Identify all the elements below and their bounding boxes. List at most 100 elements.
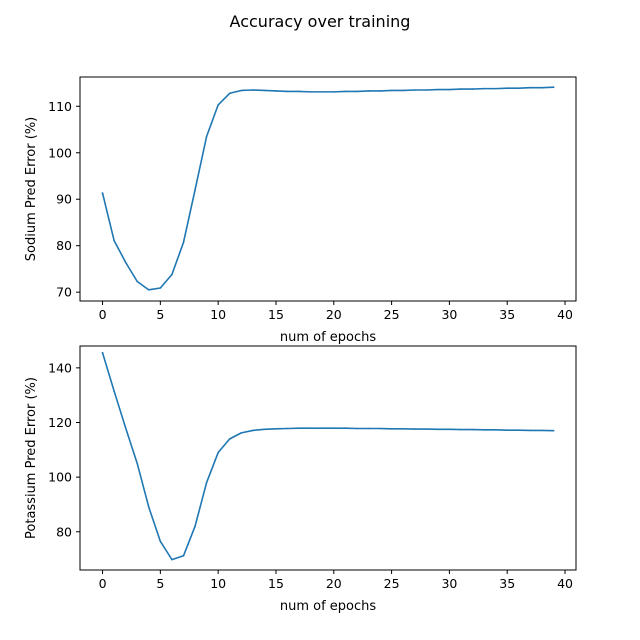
sodium-data-point — [517, 87, 520, 89]
sodium-data-point — [228, 92, 231, 95]
sodium-data-point — [344, 90, 347, 93]
potassium-x-tick-label: 20 — [326, 576, 342, 591]
potassium-y-tick-label: 120 — [48, 415, 72, 430]
potassium-data-point — [101, 352, 104, 354]
sodium-y-tick-label: 110 — [48, 99, 72, 114]
potassium-data-point — [506, 429, 509, 431]
sodium-data-point — [494, 87, 497, 90]
sodium-data-point — [124, 261, 127, 264]
potassium-data-point — [113, 390, 115, 392]
potassium-data-point — [205, 481, 208, 484]
sodium-data-point — [437, 88, 439, 91]
sodium-y-axis-label: Sodium Pred Error (%) — [24, 117, 39, 261]
potassium-data-point — [321, 427, 324, 430]
potassium-data-point — [541, 429, 543, 432]
sodium-data-point — [275, 90, 277, 92]
sodium-x-tick-label: 25 — [384, 307, 400, 322]
sodium-data-point — [171, 273, 173, 276]
potassium-data-point — [217, 451, 219, 454]
sodium-y-tick-label: 80 — [56, 238, 72, 253]
potassium-data-point — [171, 558, 173, 561]
figure-title: Accuracy over training — [230, 12, 411, 31]
sodium-data-point — [321, 91, 324, 93]
potassium-data-point — [471, 428, 474, 431]
sodium-data-point — [159, 287, 162, 289]
sodium-data-point — [136, 280, 139, 283]
potassium-x-tick-label: 25 — [384, 576, 400, 591]
potassium-plot: 0 5 10 15 20 25 30 35 40 80 100 120 140 num of epochs… — [24, 345, 577, 614]
sodium-data-point — [205, 135, 208, 138]
sodium-x-tick-label: 35 — [499, 307, 515, 322]
sodium-data-point — [240, 89, 243, 92]
sodium-y-tick-label: 90 — [56, 192, 72, 207]
potassium-data-point — [194, 525, 196, 528]
potassium-x-tick-label: 35 — [499, 576, 515, 591]
sodium-x-tick-label: 20 — [326, 307, 342, 322]
sodium-data-point — [263, 89, 266, 92]
sodium-data-point — [541, 86, 543, 89]
sodium-data-point — [182, 241, 185, 244]
sodium-data-point — [332, 91, 335, 93]
sodium-data-point — [552, 86, 555, 89]
sodium-data-point — [356, 90, 358, 93]
sodium-data-point — [413, 89, 416, 91]
sodium-data-point — [147, 289, 150, 291]
sodium-data-point — [425, 89, 428, 91]
potassium-series-line — [101, 351, 555, 561]
potassium-data-point — [286, 427, 289, 430]
potassium-data-point — [309, 427, 312, 430]
potassium-data-point — [413, 428, 416, 430]
potassium-data-point — [402, 427, 404, 430]
sodium-data-point — [101, 192, 104, 194]
potassium-y-tick-label: 100 — [48, 470, 72, 485]
sodium-y-tick-label: 70 — [56, 285, 72, 300]
sodium-y-tick-label: 100 — [48, 145, 72, 160]
potassium-x-axis-label: num of epochs — [280, 599, 377, 614]
potassium-x-tick-label: 10 — [210, 576, 226, 591]
sodium-x-axis-label: num of epochs — [280, 330, 377, 345]
sodium-data-point — [483, 87, 485, 90]
sodium-data-point — [506, 87, 509, 89]
sodium-x-tick-label: 30 — [441, 307, 457, 322]
potassium-data-point — [367, 427, 370, 430]
sodium-x-tick-label: 5 — [156, 307, 164, 322]
sodium-series-line — [101, 86, 555, 291]
potassium-data-point — [298, 427, 300, 430]
potassium-x-tick-label: 40 — [557, 576, 573, 591]
potassium-data-point — [460, 428, 462, 431]
sodium-data-point — [286, 90, 289, 93]
potassium-data-point — [136, 462, 139, 465]
potassium-data-point — [228, 438, 231, 440]
sodium-data-point — [194, 189, 196, 191]
sodium-plot: 0 5 10 15 20 25 30 35 40 70 80 90 100 110 num of epoch… — [24, 76, 577, 345]
sodium-x-tick-label: 10 — [210, 307, 226, 322]
potassium-y-tick-label: 80 — [56, 524, 72, 539]
potassium-y-axis-label: Potassium Pred Error (%) — [24, 377, 39, 539]
potassium-x-tick-label: 5 — [156, 576, 164, 591]
potassium-x-tick-label: 0 — [99, 576, 107, 591]
potassium-y-tick-label: 140 — [48, 360, 72, 375]
sodium-data-point — [252, 89, 254, 91]
potassium-x-tick-label: 30 — [441, 576, 457, 591]
potassium-data-point — [517, 429, 520, 431]
potassium-data-point — [344, 427, 347, 430]
sodium-data-point — [471, 88, 474, 90]
potassium-data-point — [124, 427, 127, 429]
potassium-data-point — [159, 540, 162, 543]
sodium-x-tick-label: 15 — [268, 307, 284, 322]
potassium-data-point — [182, 554, 185, 557]
sodium-data-point — [367, 90, 370, 92]
potassium-x-tick-label: 15 — [268, 576, 284, 591]
potassium-data-point — [147, 506, 150, 508]
sodium-data-point — [390, 89, 393, 92]
potassium-data-point — [379, 427, 381, 430]
sodium-data-point — [448, 88, 451, 91]
potassium-data-point — [529, 429, 532, 432]
potassium-data-point — [275, 427, 277, 430]
potassium-data-point — [494, 429, 497, 431]
sodium-data-point — [529, 86, 532, 89]
potassium-data-point — [483, 429, 485, 431]
sodium-data-point — [217, 104, 219, 106]
sodium-x-tick-label: 40 — [557, 307, 573, 322]
